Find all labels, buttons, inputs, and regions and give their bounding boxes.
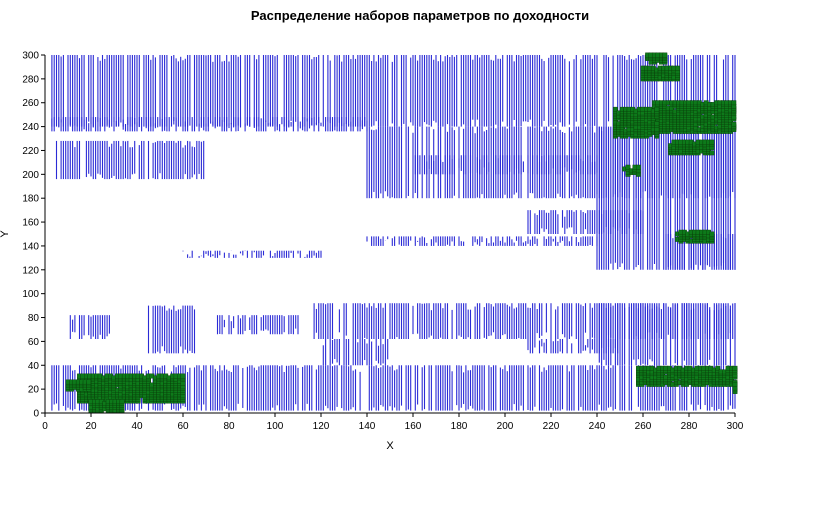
x-tick-label: 300 [727,421,744,432]
y-tick-label: 240 [22,122,39,133]
x-tick-label: 280 [681,421,698,432]
series-b-point [732,365,738,371]
series-b-point [732,381,738,387]
series-b-marks [65,52,738,414]
series-b-point [636,164,641,170]
y-tick-label: 0 [33,409,39,420]
y-tick-label: 180 [22,194,39,205]
x-tick-label: 140 [359,421,376,432]
series-b-point [654,106,660,112]
y-tick-label: 200 [22,170,39,181]
series-b-point [119,399,125,405]
series-b-point [731,121,737,127]
y-tick-label: 120 [22,265,39,276]
axes: 0 20 40 60 80 100 120 140 160 180 200 220 240 260 280 3… [22,51,743,433]
x-tick-label: 80 [223,421,235,432]
x-tick-label: 220 [543,421,560,432]
y-tick-label: 220 [22,146,39,157]
series-b-point [675,65,680,71]
x-tick-label: 100 [267,421,284,432]
series-b-point [613,106,618,112]
x-axis-label: X [386,440,394,452]
x-tick-label: 180 [451,421,468,432]
x-tick-label: 160 [405,421,422,432]
y-axis-label: Y [0,230,11,238]
series-b-point [86,379,92,385]
series-b-point [709,150,715,156]
y-tick-label: 40 [28,361,40,372]
x-tick-label: 120 [313,421,330,432]
x-tick-label: 260 [635,421,652,432]
y-tick-label: 140 [22,241,39,252]
y-tick-label: 280 [22,74,39,85]
series-b-point [731,100,737,106]
series-a-marks [51,55,736,411]
y-tick-label: 300 [22,51,39,62]
x-tick-label: 20 [85,421,97,432]
x-tick-label: 60 [177,421,189,432]
chart-title: Распределение наборов параметров по дохо… [250,8,590,23]
x-tick-label: 40 [131,421,143,432]
series-b-point [654,121,660,127]
y-tick-label: 260 [22,98,39,109]
y-tick-label: 160 [22,218,39,229]
y-tick-label: 100 [22,289,39,300]
series-b-point [715,365,721,371]
x-tick-label: 200 [497,421,514,432]
series-b-point [662,52,668,58]
y-tick-label: 80 [28,313,40,324]
series-b-point [709,231,715,237]
y-tick-label: 20 [28,385,40,396]
series-b-point [625,164,631,170]
series-b-point [709,139,715,145]
x-tick-label: 240 [589,421,606,432]
y-tick-label: 60 [28,337,40,348]
series-b-point [180,373,186,379]
x-tick-label: 0 [42,421,48,432]
